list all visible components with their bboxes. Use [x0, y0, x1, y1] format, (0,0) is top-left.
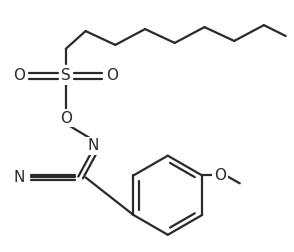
Text: O: O — [214, 168, 226, 183]
Text: N: N — [14, 170, 25, 185]
Text: O: O — [60, 111, 72, 125]
Text: S: S — [61, 68, 71, 83]
Text: N: N — [88, 138, 99, 153]
Text: O: O — [13, 68, 25, 83]
Text: O: O — [106, 68, 118, 83]
